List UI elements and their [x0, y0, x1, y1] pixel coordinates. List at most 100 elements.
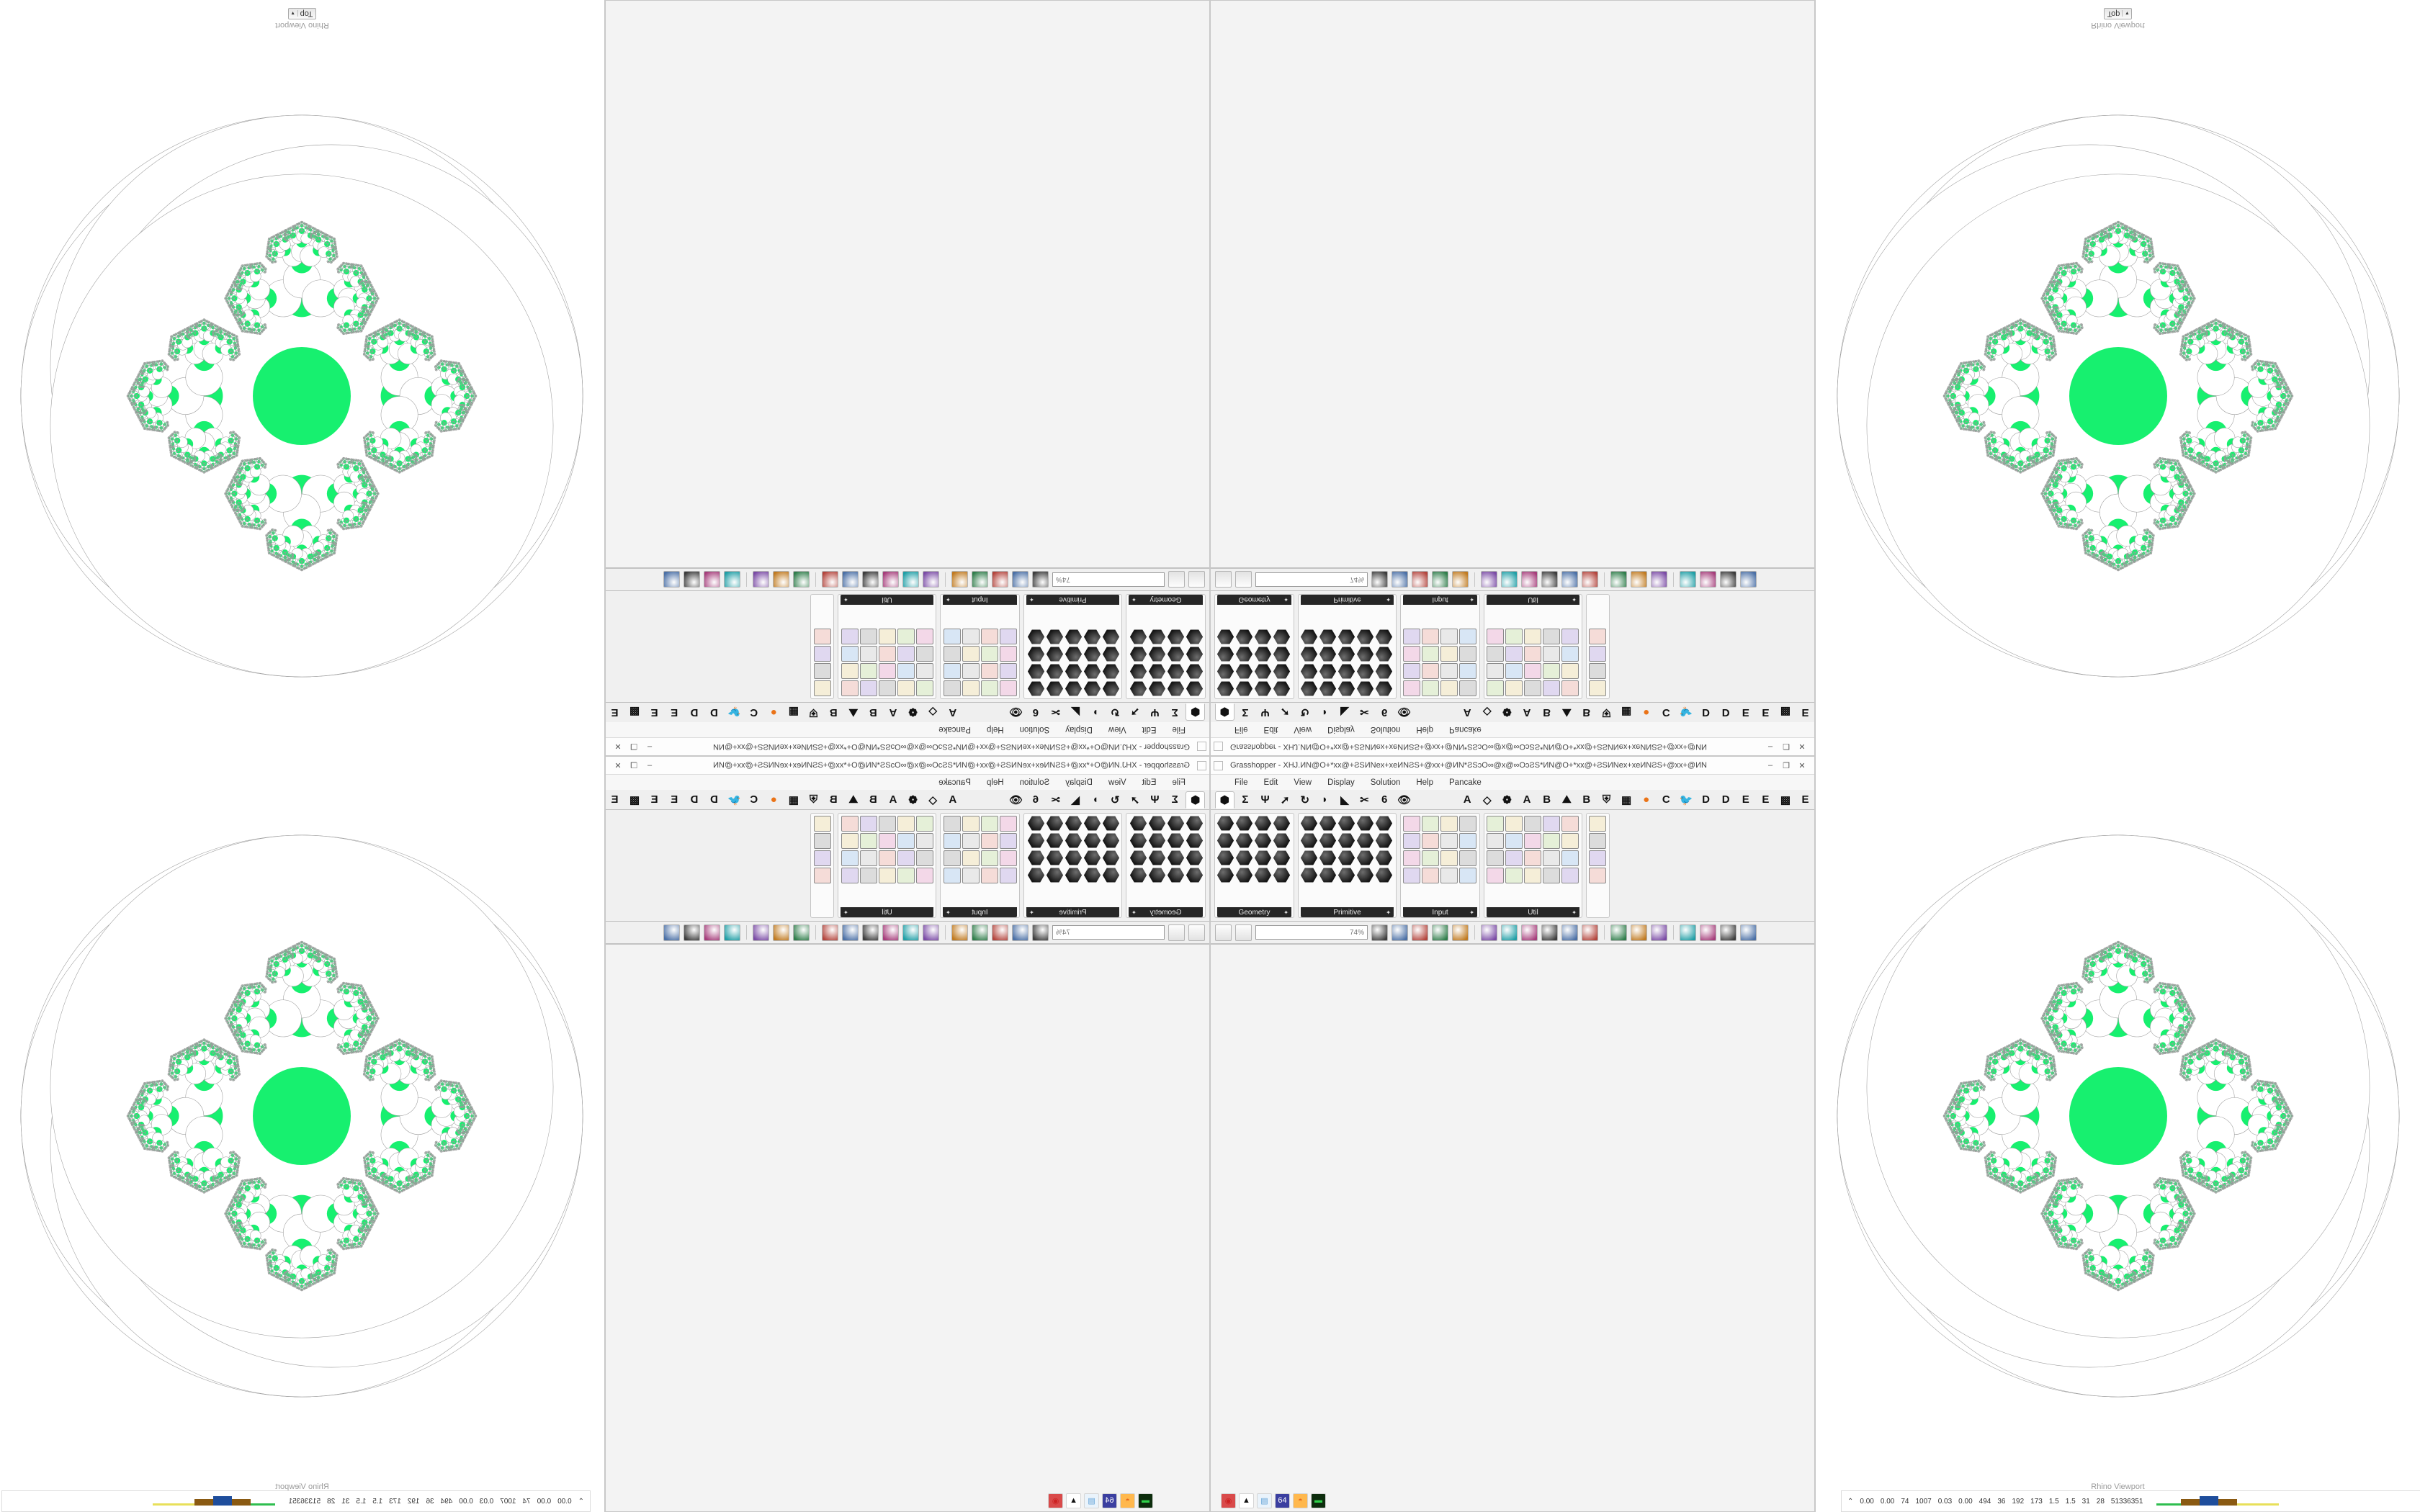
terminal-icon[interactable]: ▬	[1138, 1493, 1153, 1508]
palette-component-icon[interactable]	[1273, 868, 1290, 883]
palette-component-icon[interactable]	[1589, 868, 1606, 883]
palette-grid[interactable]	[1301, 628, 1394, 696]
script-icon[interactable]	[1521, 924, 1538, 941]
shade-teal-icon[interactable]	[1680, 924, 1696, 941]
palette-component-icon[interactable]	[814, 646, 831, 662]
palette-component-icon[interactable]	[1255, 681, 1271, 696]
open-file-icon[interactable]	[1188, 924, 1205, 941]
menu-item-solution[interactable]: Solution	[1012, 777, 1058, 788]
tab-plugin-b2-tab[interactable]: B	[1578, 705, 1596, 721]
palette-component-icon[interactable]	[1065, 833, 1082, 848]
palette-component-icon[interactable]	[1047, 647, 1063, 662]
palette-component-icon[interactable]	[1168, 868, 1184, 883]
palette-component-icon[interactable]	[1273, 816, 1290, 831]
system-menu-icon[interactable]	[1197, 760, 1206, 770]
palette-group-label[interactable]: Primitive ✦	[1301, 595, 1394, 605]
tab-plugin-bird-tab[interactable]: 🐦	[1677, 705, 1695, 721]
palette-component-icon[interactable]	[1273, 647, 1290, 662]
red-app-icon[interactable]: ◉	[1221, 1493, 1236, 1508]
tab-plugin-shield-tab[interactable]: ⛨	[805, 705, 823, 721]
component-tab-row[interactable]: ⬢ Σ Ψ ➚ ↻ ◗ ◣ ✂ 6 👁 A ◇ ❁ A B ⛰ B ⛨ ▦ ● C 🐦 D D E E ▩ E	[606, 790, 1209, 810]
tab-plugin-d2-tab[interactable]: D	[1717, 792, 1735, 808]
palette-component-icon[interactable]	[879, 850, 896, 866]
shade-green-icon[interactable]	[704, 571, 720, 588]
palette-component-icon[interactable]	[1000, 833, 1017, 849]
palette-expand-icon[interactable]: ✦	[1283, 597, 1289, 603]
palette-component-icon[interactable]	[1065, 647, 1082, 662]
component-palette[interactable]: Geometry ✦ Primitive ✦ Input ✦ Util ✦	[1211, 590, 1814, 702]
tab-plugin-a-tab[interactable]: A	[944, 705, 962, 721]
palette-component-icon[interactable]	[1255, 868, 1271, 883]
palette-component-icon[interactable]	[1524, 816, 1541, 832]
tab-intersect-tab[interactable]: ✂	[1355, 792, 1373, 808]
tab-plugin-c-tab[interactable]: C	[745, 792, 763, 808]
tab-curve-tab[interactable]: ↻	[1296, 705, 1314, 721]
menu-bar[interactable]: File Edit View Display Solution Help Pancake	[606, 775, 1209, 790]
palette-component-icon[interactable]	[860, 850, 877, 866]
palette-component-icon[interactable]	[944, 868, 961, 883]
zoom-level-input[interactable]: 74%	[1052, 572, 1165, 587]
palette-component-icon[interactable]	[860, 680, 877, 696]
tab-mesh-tab[interactable]: ◣	[1067, 705, 1085, 721]
tab-plugin-halftone-tab[interactable]: ▩	[1777, 705, 1795, 721]
palette-component-icon[interactable]	[1217, 850, 1234, 865]
tab-plugin-bird-tab[interactable]: 🐦	[725, 705, 743, 721]
palette-component-icon[interactable]	[916, 663, 933, 679]
palette-component-icon[interactable]	[879, 816, 896, 832]
palette-component-icon[interactable]	[962, 680, 980, 696]
tab-plugin-b-tab[interactable]: B	[864, 705, 882, 721]
palette-component-icon[interactable]	[897, 850, 915, 866]
palette-component-icon[interactable]	[1047, 850, 1063, 865]
palette-component-icon[interactable]	[1440, 833, 1458, 849]
palette-component-icon[interactable]	[1357, 681, 1373, 696]
palette-component-icon[interactable]	[1236, 664, 1252, 679]
tab-plugin-b2-tab[interactable]: B	[825, 792, 843, 808]
palette-component-icon[interactable]	[1459, 663, 1476, 679]
grasshopper-toolbar[interactable]: 74%	[1211, 568, 1814, 590]
tab-plugin-grid-tab[interactable]: ▦	[1618, 705, 1636, 721]
document-icon[interactable]	[1501, 571, 1518, 588]
menu-item-help[interactable]: Help	[1408, 777, 1441, 788]
balloon-icon[interactable]	[842, 924, 859, 941]
palette-component-icon[interactable]	[1487, 816, 1504, 832]
palette-component-icon[interactable]	[1130, 681, 1147, 696]
menu-item-display[interactable]: Display	[1057, 724, 1101, 736]
palette-component-icon[interactable]	[1357, 664, 1373, 679]
palette-component-icon[interactable]	[1047, 816, 1063, 831]
tab-vector-tab[interactable]: ➚	[1126, 792, 1144, 808]
palette-component-icon[interactable]	[1403, 680, 1420, 696]
tab-plugin-shield-tab[interactable]: ⛨	[1597, 792, 1615, 808]
palette-component-icon[interactable]	[1459, 816, 1476, 832]
palette-expand-icon[interactable]: ✦	[1572, 909, 1577, 916]
palette-component-icon[interactable]	[1168, 664, 1184, 679]
palette-grid[interactable]	[1217, 628, 1291, 696]
palette-component-icon[interactable]	[1505, 816, 1523, 832]
tab-maths-tab[interactable]: Σ	[1237, 705, 1255, 721]
tab-params-tab[interactable]: ⬢	[1186, 703, 1205, 721]
palette-component-icon[interactable]	[1422, 850, 1439, 866]
sketch-icon[interactable]	[1582, 924, 1598, 941]
recompute-icon[interactable]	[1452, 924, 1469, 941]
palette-component-icon[interactable]	[1357, 629, 1373, 644]
palette-grid[interactable]	[1403, 628, 1477, 696]
palette-component-icon[interactable]	[1524, 850, 1541, 866]
palette-component-icon[interactable]	[1130, 664, 1147, 679]
palette-group[interactable]: Geometry ✦	[1214, 813, 1294, 918]
shade-blue-icon[interactable]	[663, 571, 680, 588]
palette-group-label[interactable]: Util ✦	[1487, 595, 1579, 605]
palette-component-icon[interactable]	[962, 816, 980, 832]
palette-component-icon[interactable]	[1084, 664, 1101, 679]
tab-plugin-e-tab[interactable]: E	[666, 705, 684, 721]
palette-component-icon[interactable]	[897, 833, 915, 849]
palette-component-icon[interactable]	[1130, 647, 1147, 662]
palette-component-icon[interactable]	[1440, 868, 1458, 883]
tab-plugin-grid-tab[interactable]: ▦	[1618, 792, 1636, 808]
palette-component-icon[interactable]	[860, 663, 877, 679]
palette-grid[interactable]	[943, 628, 1017, 696]
tab-params-tab[interactable]: ⬢	[1186, 791, 1205, 809]
tab-plugin-mtn-tab[interactable]: ⛰	[844, 792, 862, 808]
tab-display-tab[interactable]: 👁	[1007, 792, 1025, 808]
palette-component-icon[interactable]	[897, 868, 915, 883]
tab-intersect-tab[interactable]: ✂	[1047, 792, 1065, 808]
palette-component-icon[interactable]	[1422, 833, 1439, 849]
